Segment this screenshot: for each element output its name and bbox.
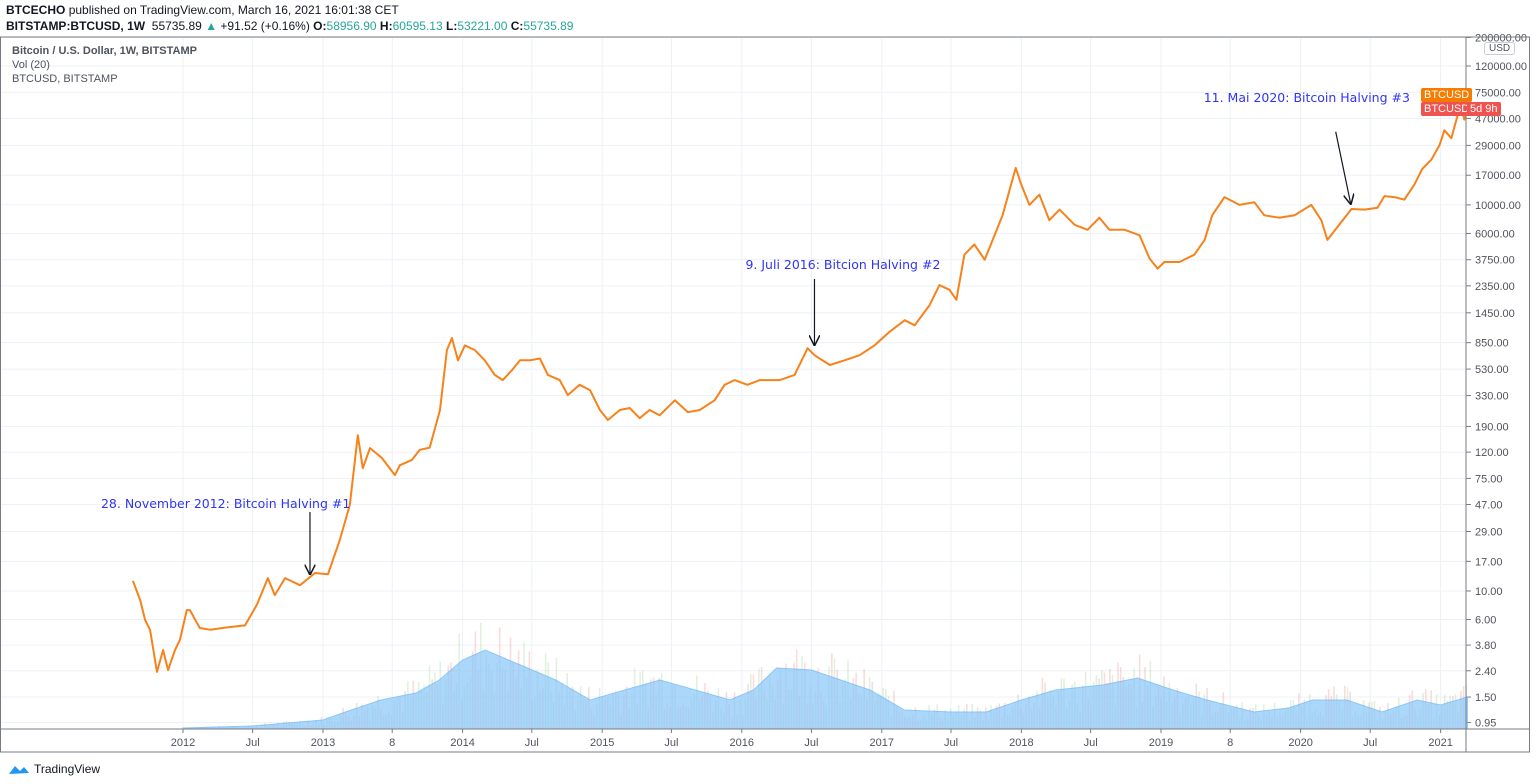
y-tick-label: 17.00 (1475, 556, 1503, 568)
publish-info: BTCECHO published on TradingView.com, Ma… (6, 3, 399, 17)
y-tick-label: 0.95 (1475, 718, 1496, 730)
y-tick-label: 6000.00 (1475, 228, 1515, 240)
legend-indicator[interactable]: Vol (20) (12, 59, 50, 71)
x-tick-label: 2021 (1428, 737, 1452, 749)
y-tick-label: 850.00 (1475, 338, 1509, 350)
last-price: 55735.89 (151, 19, 202, 33)
high-label: H: (379, 19, 393, 33)
legend-title[interactable]: Bitcoin / U.S. Dollar, 1W, BITSTAMP (12, 45, 197, 57)
open-label: O: (313, 19, 327, 33)
publisher[interactable]: BTCECHO (6, 3, 66, 17)
y-tick-label: 2.40 (1475, 666, 1496, 678)
x-tick-label: Jul (944, 737, 958, 749)
price-tag-btcusd: BTCUSD (1421, 88, 1473, 102)
low-value: 53221.00 (457, 19, 508, 33)
halving-arrow (1335, 131, 1351, 204)
chart-frame (0, 36, 1530, 753)
x-tick-label: 2015 (590, 737, 614, 749)
y-tick-label: 2350.00 (1475, 281, 1515, 293)
low-label: L: (446, 19, 458, 33)
x-tick-label: 2012 (171, 737, 195, 749)
y-tick-label: 29000.00 (1475, 140, 1521, 152)
published-text: published on TradingView.com, March 16, … (68, 3, 399, 17)
y-tick-label: 47.00 (1475, 500, 1503, 512)
y-tick-label: 120000.00 (1475, 61, 1527, 73)
y-tick-label: 530.00 (1475, 364, 1509, 376)
x-tick-label: Jul (246, 737, 260, 749)
close-label: C: (510, 19, 524, 33)
y-tick-label: 3750.00 (1475, 255, 1515, 267)
chart-legend: Bitcoin / U.S. Dollar, 1W, BITSTAMP Vol … (12, 44, 197, 86)
price-line (131, 105, 1469, 673)
y-tick-label: 330.00 (1475, 391, 1509, 403)
y-tick-label: 47000.00 (1475, 113, 1521, 125)
x-tick-label: 8 (1227, 737, 1233, 749)
y-tick-label: 200000.00 (1475, 32, 1527, 44)
price-tag-btcusd-current: BTCUSD (1421, 102, 1473, 116)
triangle-up-icon: ▲ (205, 19, 218, 33)
legend-compare[interactable]: BTCUSD, BITSTAMP (12, 73, 118, 85)
volume-ma-area (182, 649, 1468, 730)
y-tick-label: 6.00 (1475, 615, 1496, 627)
x-tick-label: 2013 (311, 737, 335, 749)
bar-countdown: 5d 9h (1467, 102, 1501, 116)
x-tick-label: 2016 (730, 737, 754, 749)
y-tick-label: 75.00 (1475, 473, 1503, 485)
x-tick-label: Jul (1363, 737, 1377, 749)
halving-annotation: 28. November 2012: Bitcoin Halving #1 (101, 496, 350, 511)
high-value: 60595.13 (392, 19, 443, 33)
x-tick-label: 2018 (1009, 737, 1033, 749)
tradingview-logo-icon (9, 766, 29, 774)
y-tick-label: 10.00 (1475, 586, 1503, 598)
currency-label[interactable]: USD (1484, 42, 1516, 55)
x-tick-label: 2019 (1149, 737, 1173, 749)
halving-annotation: 11. Mai 2020: Bitcoin Halving #3 (1204, 90, 1410, 105)
y-tick-label: 17000.00 (1475, 170, 1521, 182)
x-tick-label: Jul (664, 737, 678, 749)
y-tick-label: 29.00 (1475, 526, 1503, 538)
x-tick-label: Jul (1084, 737, 1098, 749)
y-tick-label: 1450.00 (1475, 308, 1515, 320)
x-tick-label: Jul (525, 737, 539, 749)
x-tick-label: 2017 (870, 737, 894, 749)
x-tick-label: 8 (389, 737, 395, 749)
branding-text: TradingView (34, 762, 101, 776)
y-tick-label: 1.50 (1475, 692, 1496, 704)
x-tick-label: Jul (804, 737, 818, 749)
tradingview-logo[interactable]: TradingView (8, 762, 100, 776)
open-value: 58956.90 (326, 19, 377, 33)
x-tick-label: 2014 (450, 737, 474, 749)
y-tick-label: 10000.00 (1475, 200, 1521, 212)
close-value: 55735.89 (523, 19, 574, 33)
price-change: +91.52 (+0.16%) (220, 19, 310, 33)
symbol: BITSTAMP:BTCUSD, 1W (6, 19, 146, 33)
y-tick-label: 190.00 (1475, 421, 1509, 433)
y-tick-label: 3.80 (1475, 640, 1496, 652)
x-tick-label: 2020 (1288, 737, 1312, 749)
y-tick-label: 120.00 (1475, 447, 1509, 459)
y-tick-label: 75000.00 (1475, 87, 1521, 99)
halving-annotation: 9. Juli 2016: Bitcion Halving #2 (745, 257, 940, 272)
symbol-header: BITSTAMP:BTCUSD, 1W 55735.89 ▲ +91.52 (+… (6, 19, 573, 33)
